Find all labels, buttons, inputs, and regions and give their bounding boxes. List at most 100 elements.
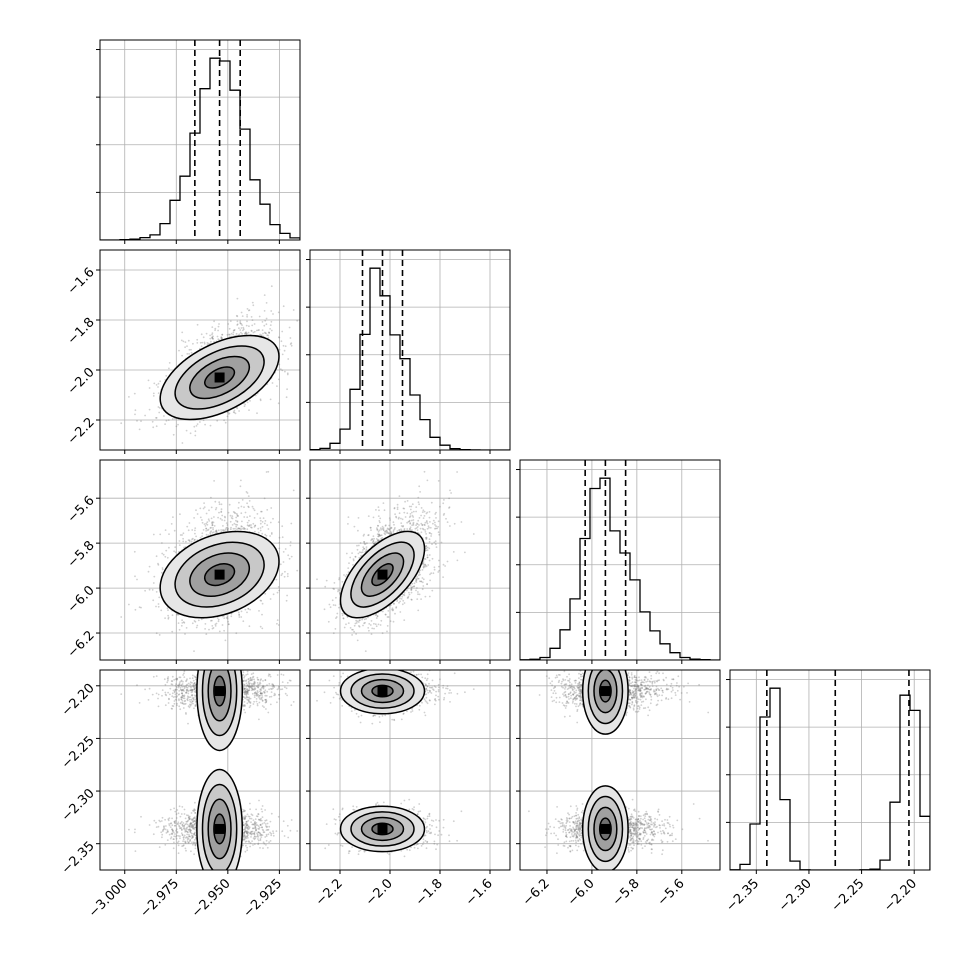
sample-point	[228, 327, 231, 330]
sample-point	[168, 367, 170, 370]
sample-point	[248, 309, 251, 311]
sample-point	[190, 351, 193, 354]
sample-point	[227, 511, 230, 514]
sample-point	[242, 620, 245, 623]
sample-point	[195, 626, 198, 629]
sample-point	[157, 562, 159, 565]
sample-point	[188, 522, 191, 524]
sample-point	[153, 382, 156, 385]
sample-point	[155, 417, 157, 419]
sample-point	[267, 334, 270, 337]
sample-point	[177, 423, 179, 426]
sample-point	[181, 619, 183, 622]
sample-point	[259, 398, 262, 401]
sample-point	[173, 529, 176, 532]
sample-point	[278, 536, 281, 539]
sample-point	[220, 336, 223, 339]
sample-point	[133, 392, 136, 395]
sample-point	[276, 619, 279, 621]
sample-point	[209, 532, 212, 535]
sample-point	[256, 513, 259, 515]
sample-point	[217, 329, 219, 332]
sample-point	[155, 425, 158, 428]
sample-point	[214, 530, 217, 532]
sample-point	[224, 639, 227, 642]
sample-point	[289, 337, 292, 339]
sample-point	[243, 516, 246, 518]
sample-point	[228, 412, 231, 415]
sample-point	[221, 519, 223, 521]
sample-point	[276, 622, 278, 625]
sample-point	[194, 538, 196, 541]
sample-point	[259, 527, 262, 529]
sample-point	[191, 622, 194, 625]
sample-point	[223, 629, 225, 632]
sample-point	[240, 525, 243, 528]
sample-point	[268, 332, 271, 334]
sample-point	[208, 509, 210, 512]
sample-point	[234, 512, 237, 515]
panel-1-1	[306, 249, 511, 454]
sample-point	[269, 521, 272, 524]
sample-point	[264, 592, 267, 595]
sample-point	[257, 531, 260, 534]
sample-point	[195, 509, 197, 512]
sample-point	[189, 432, 192, 435]
sample-point	[248, 409, 250, 411]
sample-point	[252, 304, 255, 307]
sample-point	[261, 329, 264, 331]
sample-point	[164, 423, 166, 425]
sample-point	[249, 608, 252, 611]
sample-point	[134, 409, 137, 412]
sample-point	[196, 423, 199, 425]
sample-point	[194, 434, 197, 437]
sample-point	[259, 399, 262, 402]
sample-point	[180, 339, 183, 342]
sample-point	[199, 536, 202, 539]
sample-point	[210, 340, 212, 343]
sample-point	[213, 525, 216, 527]
sample-point	[212, 335, 214, 338]
sample-point	[282, 551, 285, 553]
sample-point	[292, 309, 295, 311]
sample-point	[284, 548, 287, 550]
sample-point	[272, 313, 274, 315]
sample-point	[185, 429, 188, 432]
sample-point	[239, 485, 242, 488]
sample-point	[158, 411, 161, 414]
sample-point	[278, 363, 281, 366]
sample-point	[230, 526, 232, 529]
y-tick-label: −1.8	[65, 315, 98, 348]
sample-point	[173, 550, 175, 553]
sample-point	[217, 620, 220, 623]
sample-point	[158, 407, 161, 409]
panel-frame	[309, 249, 511, 451]
y-tick-label: −2.0	[65, 365, 98, 398]
sample-point	[255, 329, 258, 332]
sample-point	[246, 401, 249, 404]
sample-point	[260, 334, 263, 337]
sample-point	[270, 285, 273, 288]
sample-point	[155, 384, 158, 386]
sample-point	[206, 521, 209, 524]
sample-point	[266, 334, 269, 337]
sample-point	[236, 520, 239, 523]
sample-point	[212, 338, 215, 340]
sample-point	[261, 532, 264, 535]
sample-point	[258, 315, 261, 318]
sample-point	[251, 301, 254, 304]
sample-point	[200, 618, 203, 621]
sample-point	[286, 573, 289, 575]
sample-point	[140, 420, 142, 422]
sample-point	[178, 540, 181, 542]
sample-point	[183, 621, 186, 624]
sample-point	[227, 623, 230, 626]
sample-point	[259, 519, 262, 522]
sample-point	[159, 533, 162, 536]
sample-point	[261, 521, 264, 523]
sample-point	[227, 411, 230, 413]
sample-point	[187, 339, 190, 342]
sample-point	[270, 310, 273, 312]
sample-point	[286, 372, 289, 375]
sample-point	[234, 527, 236, 530]
